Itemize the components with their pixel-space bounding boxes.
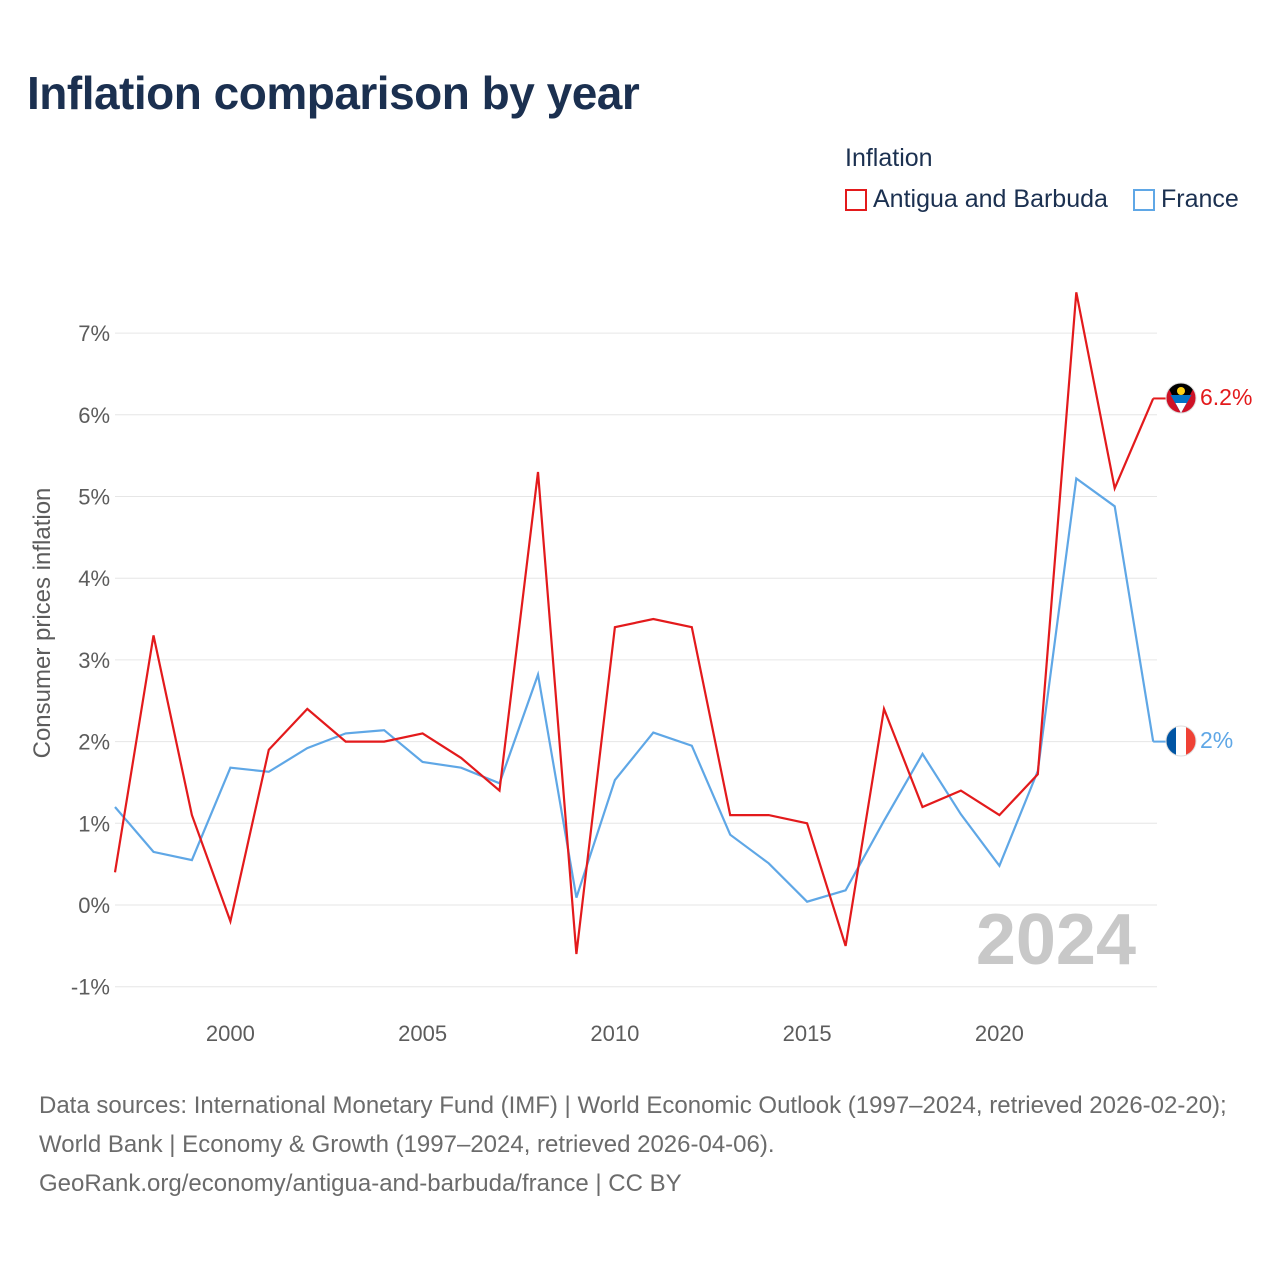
x-tick-label: 2015 xyxy=(783,1021,832,1046)
source-line-1: Data sources: International Monetary Fun… xyxy=(39,1092,1227,1158)
y-tick-label: 7% xyxy=(78,321,110,346)
page-title: Inflation comparison by year xyxy=(27,67,640,119)
y-axis-ticks: -1% 0% 1% 2% 3% 4% 5% 6% 7% xyxy=(71,321,110,1000)
end-label-antigua: 6.2% xyxy=(1200,384,1252,410)
line-chart: -1% 0% 1% 2% 3% 4% 5% 6% 7% 2000 2005 2010 2015 2020… xyxy=(29,292,1252,1046)
y-tick-label: 5% xyxy=(78,485,110,510)
y-tick-label: 2% xyxy=(78,730,110,755)
end-label-france: 2% xyxy=(1200,727,1233,753)
legend-item-antigua[interactable]: Antigua and Barbuda xyxy=(845,185,1108,214)
x-tick-label: 2010 xyxy=(590,1021,639,1046)
france-flag-border xyxy=(1165,725,1197,757)
legend-title: Inflation xyxy=(845,144,933,172)
y-tick-label: 0% xyxy=(78,893,110,918)
antigua-flag-border xyxy=(1165,382,1197,414)
france-flag-icon xyxy=(1166,726,1196,756)
antigua-flag-icon xyxy=(1166,383,1196,413)
y-tick-label: 3% xyxy=(78,648,110,673)
x-tick-label: 2005 xyxy=(398,1021,447,1046)
y-tick-label: 4% xyxy=(78,566,110,591)
series-line-antigua xyxy=(113,292,1155,955)
y-axis-label: Consumer prices inflation xyxy=(29,488,56,759)
gridlines xyxy=(115,332,1157,988)
legend-swatch-france xyxy=(1133,188,1155,211)
year-watermark: 2024 xyxy=(976,900,1136,980)
legend-swatch-antigua xyxy=(845,188,867,211)
x-axis-ticks: 2000 2005 2010 2015 2020 xyxy=(206,1021,1024,1046)
series-line-france xyxy=(114,476,1155,903)
source-line-2: GeoRank.org/economy/antigua-and-barbuda/… xyxy=(39,1170,682,1197)
y-tick-label: 6% xyxy=(78,403,110,428)
legend-label-france: France xyxy=(1161,185,1239,213)
legend-label-antigua: Antigua and Barbuda xyxy=(873,185,1108,213)
x-tick-label: 2000 xyxy=(206,1021,255,1046)
x-tick-label: 2020 xyxy=(975,1021,1024,1046)
y-tick-label: 1% xyxy=(78,811,110,836)
y-tick-label: -1% xyxy=(71,975,110,1000)
source-note: Data sources: International Monetary Fun… xyxy=(39,1086,1249,1203)
series-lines xyxy=(113,292,1155,955)
legend-item-france[interactable]: France xyxy=(1133,185,1239,214)
